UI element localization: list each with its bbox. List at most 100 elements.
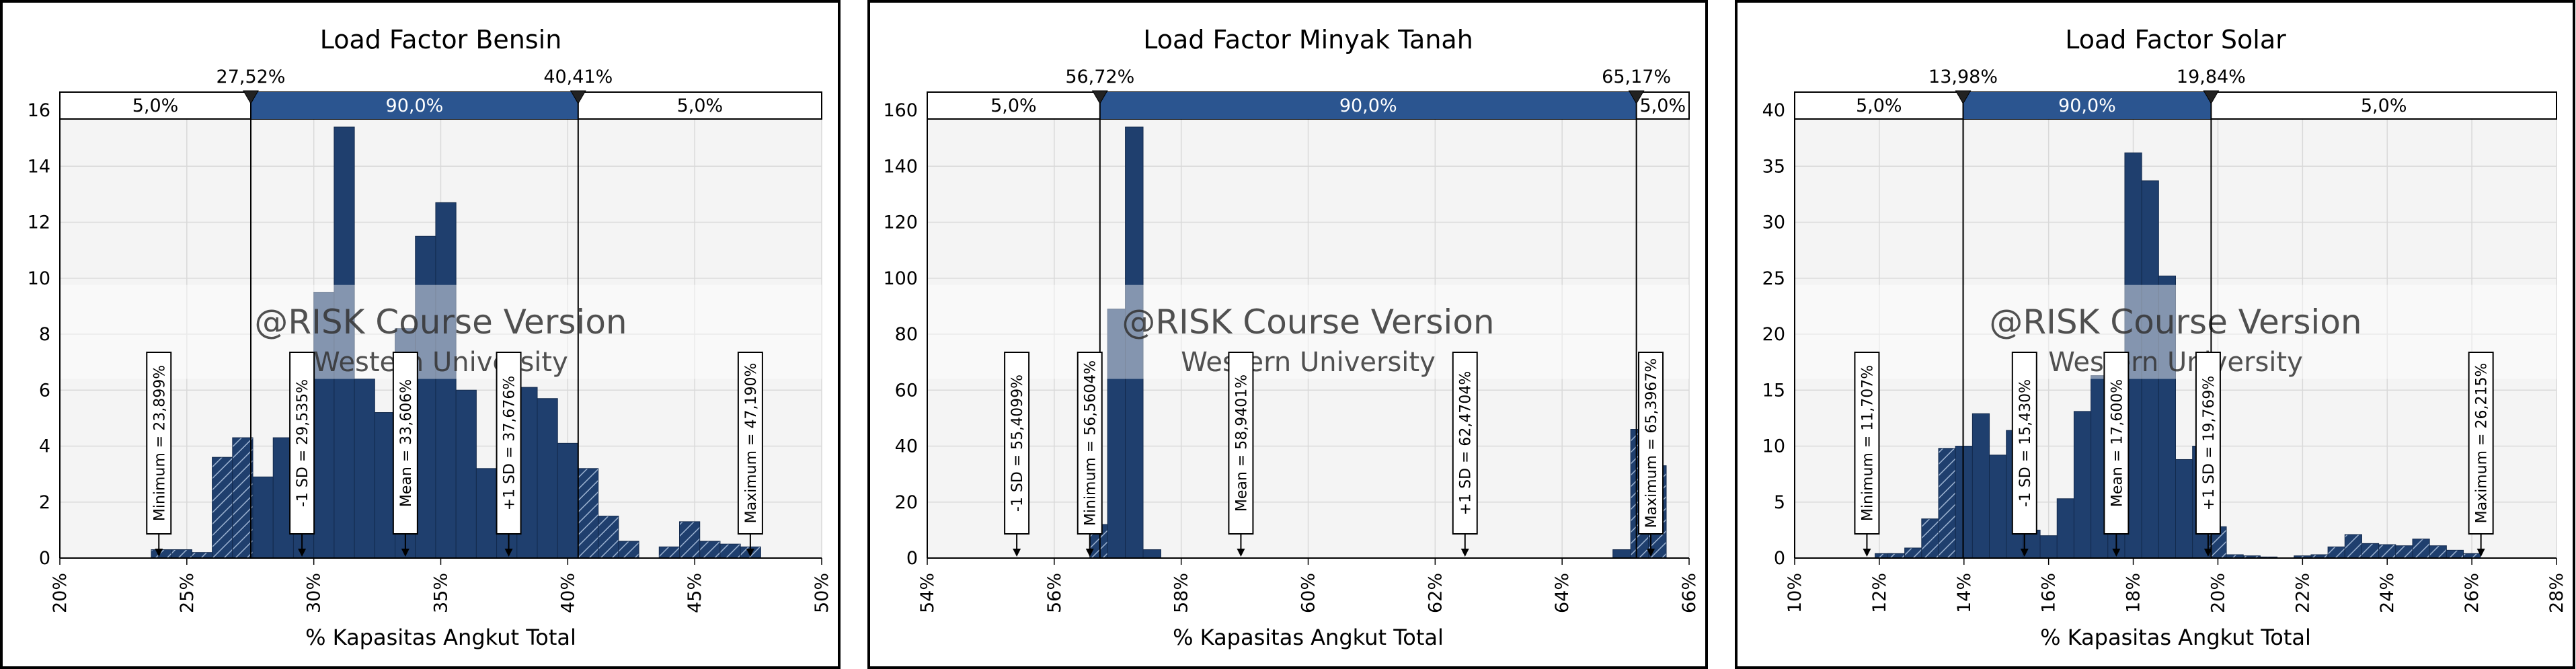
marker-label: Mean = 33,606% xyxy=(398,379,415,507)
delimiter-triangle xyxy=(1091,90,1108,104)
histogram-bar xyxy=(618,541,639,559)
histogram-bar xyxy=(2073,411,2092,559)
chart-title: Load Factor Solar xyxy=(2065,25,2286,54)
histogram-bar xyxy=(1904,547,1922,559)
marker-arrow xyxy=(746,549,754,557)
marker-box xyxy=(2195,352,2221,535)
delimiter-triangle xyxy=(1628,90,1645,104)
y-tick-label: 14 xyxy=(28,156,50,177)
y-tick-label: 20 xyxy=(1762,324,1785,345)
delimiter-triangle xyxy=(570,90,586,104)
y-tick-label: 16 xyxy=(28,100,50,121)
histogram-bar xyxy=(2175,459,2193,559)
x-tick-label: 66% xyxy=(1679,573,1700,613)
marker-label: -1 SD = 15,430% xyxy=(2017,379,2034,507)
y-tick-label: 25 xyxy=(1762,268,1785,289)
y-tick-label: 8 xyxy=(39,324,50,345)
x-tick-label: 14% xyxy=(1954,573,1975,613)
marker-arrow xyxy=(1460,549,1469,557)
delimiter-value-label: 19,84% xyxy=(2177,67,2246,87)
histogram-bar xyxy=(415,235,436,559)
y-tick-label: 10 xyxy=(28,268,50,289)
histogram-bar xyxy=(2158,275,2176,559)
x-axis-label: % Kapasitas Angkut Total xyxy=(2040,625,2311,650)
chart-panel-bensin: Load Factor Bensin 0 2 4 6 8 10 12 14 16 20% 25% 30%… xyxy=(0,0,841,669)
chart-bensin: Load Factor Bensin 0 2 4 6 8 10 12 14 16 20% 25% 30%… xyxy=(28,25,832,650)
marker-box xyxy=(2103,352,2130,535)
band-left-label: 5,0% xyxy=(132,95,179,116)
marker-box xyxy=(496,352,522,535)
marker-arrow xyxy=(1013,549,1021,557)
y-tick-label: 10 xyxy=(1762,436,1785,457)
marker-label: +1 SD = 37,676% xyxy=(502,376,518,511)
marker-label: Mean = 58,9401% xyxy=(1233,375,1250,512)
delimiter-value-label: 56,72% xyxy=(1065,67,1134,87)
chart-solar: Load Factor Solar 0 5 10 15 20 25 30 35 40 10% 12% 1… xyxy=(1762,25,2567,650)
histogram-bar xyxy=(2327,546,2345,559)
y-tick-label: 12 xyxy=(28,212,50,233)
x-axis-label: % Kapasitas Angkut Total xyxy=(305,625,576,650)
histogram-bar xyxy=(2056,498,2074,559)
marker-box xyxy=(1228,352,1254,535)
marker-label: Minimum = 56,5604% xyxy=(1083,360,1099,526)
histogram-bar xyxy=(1125,126,1144,559)
marker-label: Minimum = 23,899% xyxy=(151,365,168,521)
marker-label: +1 SD = 19,769% xyxy=(2201,376,2218,511)
histogram-bar xyxy=(171,549,192,559)
delimiter-band-center xyxy=(251,92,578,119)
marker-arrow xyxy=(1863,549,1871,557)
y-tick-label: 15 xyxy=(1762,380,1785,401)
marker-label: -1 SD = 55,4099% xyxy=(1009,375,1026,512)
histogram-bar xyxy=(1938,448,1956,559)
band-center-label: 90,0% xyxy=(2058,95,2116,116)
y-tick-label: 0 xyxy=(1774,548,1785,569)
x-tick-label: 26% xyxy=(2462,573,2483,613)
marker-arrow xyxy=(298,549,307,557)
delimiter-value-label: 27,52% xyxy=(217,67,286,87)
histogram-bar xyxy=(2344,534,2362,559)
histogram-bar xyxy=(1972,413,1990,559)
watermark-band xyxy=(927,284,1689,379)
watermark-line2: Western University xyxy=(2048,347,2303,378)
x-axis-label: % Kapasitas Angkut Total xyxy=(1173,625,1444,650)
delimiter-triangle xyxy=(1955,90,1972,104)
chart-panel-minyak-tanah: Load Factor Minyak Tanah 0 20 40 60 80 100 120 1… xyxy=(867,0,1708,669)
y-tick-label: 60 xyxy=(895,380,918,401)
x-tick-label: 54% xyxy=(917,573,938,613)
x-tick-label: 10% xyxy=(1785,573,1805,613)
chart-title: Load Factor Bensin xyxy=(320,25,562,54)
x-tick-label: 56% xyxy=(1044,573,1065,613)
histogram-bar xyxy=(334,126,355,559)
band-right-label: 5,0% xyxy=(677,95,724,116)
x-tick-label: 28% xyxy=(2546,573,2567,613)
marker-box xyxy=(392,352,418,535)
marker-label: Mean = 17,600% xyxy=(2109,379,2125,507)
histogram-bar xyxy=(1921,518,1939,559)
histogram-bar xyxy=(598,516,619,559)
marker-box xyxy=(289,352,315,535)
chart-title: Load Factor Minyak Tanah xyxy=(1143,25,1473,54)
histogram-bar xyxy=(2429,545,2447,559)
marker-arrow xyxy=(2112,549,2121,557)
histogram-bar xyxy=(2446,549,2464,559)
x-tick-label: 60% xyxy=(1298,573,1319,613)
band-left-label: 5,0% xyxy=(990,95,1037,116)
marker-label: Minimum = 11,707% xyxy=(1859,365,1876,521)
y-tick-label: 4 xyxy=(39,436,50,457)
histogram-bar xyxy=(252,476,274,559)
delimiter-band-center xyxy=(1963,92,2212,119)
delimiter-value-label: 65,17% xyxy=(1602,67,1671,87)
y-tick-label: 6 xyxy=(39,380,50,401)
y-tick-label: 160 xyxy=(883,100,918,121)
x-tick-label: 20% xyxy=(50,573,71,613)
marker-box xyxy=(1854,352,1880,535)
histogram-bar xyxy=(2141,180,2159,559)
y-tick-label: 0 xyxy=(906,548,918,569)
watermark-band xyxy=(60,284,822,379)
delimiter-band-center xyxy=(1099,92,1637,119)
y-tick-label: 120 xyxy=(883,212,918,233)
marker-arrow xyxy=(1085,549,1094,557)
band-center-label: 90,0% xyxy=(1339,95,1397,116)
histogram-bar xyxy=(699,541,721,559)
marker-arrow xyxy=(2476,549,2485,557)
